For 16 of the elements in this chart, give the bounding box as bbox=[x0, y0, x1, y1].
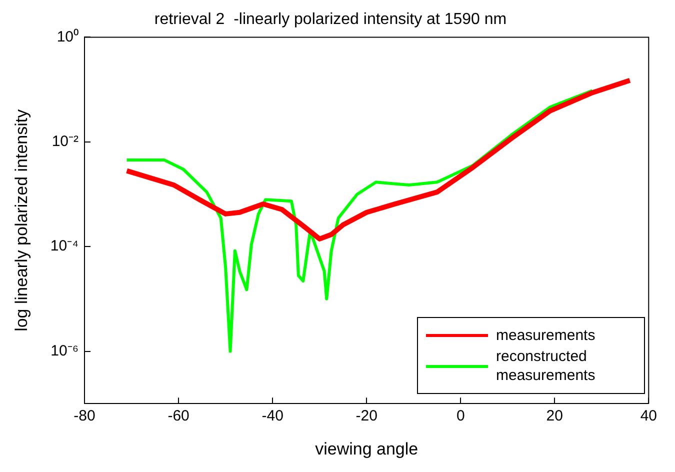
x-tick-label: -60 bbox=[168, 408, 190, 425]
y-tick-label: 10⁰ bbox=[56, 28, 79, 46]
chart-title: retrieval 2 -linearly polarized intensity at 1590 nm bbox=[154, 11, 507, 28]
y-tick-label: 10⁻⁶ bbox=[50, 342, 79, 360]
x-tick-label: -40 bbox=[262, 408, 284, 425]
x-tick-label: 0 bbox=[456, 408, 465, 425]
y-axis-title: log linearly polarized intensity bbox=[12, 108, 31, 332]
x-axis-title: viewing angle bbox=[315, 439, 418, 458]
x-tick-label: -20 bbox=[356, 408, 378, 425]
x-tick-label: 40 bbox=[640, 408, 657, 425]
legend-label: reconstructed measurements bbox=[496, 347, 596, 385]
y-tick-label: 10⁻² bbox=[52, 133, 79, 150]
y-tick-label: 10⁻⁴ bbox=[50, 238, 79, 255]
legend-label: measurements bbox=[496, 326, 596, 345]
x-tick-label: 20 bbox=[546, 408, 563, 425]
x-tick-label: -80 bbox=[74, 408, 96, 425]
